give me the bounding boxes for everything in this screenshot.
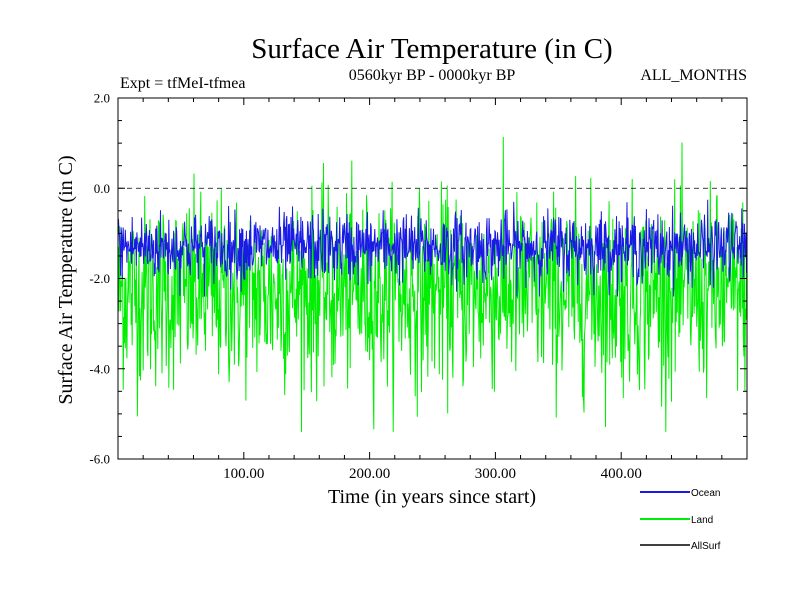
y-tick-label: -4.0 xyxy=(89,361,110,376)
series-line-ocean xyxy=(117,199,748,297)
x-tick-labels: 100.00 200.00 300.00 400.00 xyxy=(223,466,642,482)
chart-subtitle-left: Expt = tfMeI-tfmea xyxy=(120,75,245,92)
legend-item-ocean: Ocean xyxy=(640,488,720,499)
chart-title: Surface Air Temperature (in C) xyxy=(251,33,612,65)
legend-item-allsurf: AllSurf xyxy=(640,541,721,552)
legend-item-land: Land xyxy=(640,515,713,526)
legend: Ocean Land AllSurf xyxy=(640,488,721,552)
x-tick-label: 100.00 xyxy=(223,466,264,482)
x-tick-label: 400.00 xyxy=(601,466,642,482)
series-line-land xyxy=(117,136,748,432)
y-tick-label: -2.0 xyxy=(89,271,110,286)
series-layer xyxy=(117,136,748,432)
plot-area xyxy=(117,97,748,460)
x-tick-label: 300.00 xyxy=(475,466,516,482)
y-tick-label: -6.0 xyxy=(89,452,110,467)
chart-subtitle-center: 0560kyr BP - 0000kyr BP xyxy=(349,67,516,84)
legend-label-ocean: Ocean xyxy=(691,488,720,499)
y-tick-label: 0.0 xyxy=(94,181,110,196)
legend-label-land: Land xyxy=(691,515,713,526)
y-axis-label: Surface Air Temperature (in C) xyxy=(55,155,77,404)
chart-subtitle-right: ALL_MONTHS xyxy=(640,67,747,84)
x-axis-label: Time (in years since start) xyxy=(328,486,536,508)
legend-label-allsurf: AllSurf xyxy=(691,541,721,552)
ticks-layer xyxy=(118,97,747,460)
y-tick-labels: 2.0 0.0 -2.0 -4.0 -6.0 xyxy=(89,91,110,467)
y-tick-label: 2.0 xyxy=(94,91,110,106)
x-tick-label: 200.00 xyxy=(349,466,390,482)
